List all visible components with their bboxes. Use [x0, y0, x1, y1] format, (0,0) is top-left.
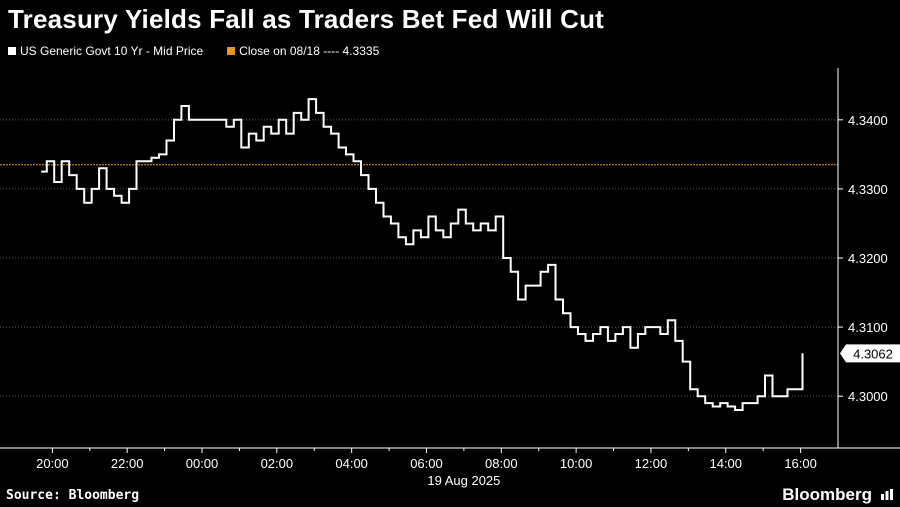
y-tick-label: 4.3200 [848, 251, 888, 266]
legend: US Generic Govt 10 Yr - Mid Price Close … [8, 44, 379, 58]
legend-item-series: US Generic Govt 10 Yr - Mid Price [8, 44, 203, 58]
y-tick-label: 4.3400 [848, 113, 888, 128]
x-tick-label: 10:00 [560, 456, 593, 471]
y-tick-label: 4.3000 [848, 389, 888, 404]
y-tick-label: 4.3100 [848, 320, 888, 335]
x-tick-label: 12:00 [635, 456, 668, 471]
x-tick-label: 20:00 [36, 456, 69, 471]
x-tick-label: 08:00 [485, 456, 518, 471]
source-note: Source: Bloomberg [6, 488, 140, 503]
last-value-label: 4.3062 [853, 346, 893, 361]
y-tick-label: 4.3300 [848, 182, 888, 197]
chart-icon [881, 489, 893, 500]
x-tick-label: 06:00 [410, 456, 443, 471]
x-tick-label: 04:00 [335, 456, 368, 471]
legend-close-swatch [227, 47, 236, 55]
chart-title: Treasury Yields Fall as Traders Bet Fed … [8, 4, 605, 34]
x-tick-label: 22:00 [111, 456, 144, 471]
legend-series-label: US Generic Govt 10 Yr - Mid Price [20, 44, 204, 58]
x-tick-label: 16:00 [784, 456, 817, 471]
x-tick-label: 00:00 [186, 456, 219, 471]
x-tick-label: 14:00 [709, 456, 742, 471]
legend-series-swatch [8, 47, 16, 55]
last-value-tag [840, 344, 900, 363]
legend-close-label: Close on 08/18 ---- 4.3335 [239, 44, 380, 58]
x-tick-label: 02:00 [261, 456, 294, 471]
brand-logo: Bloomberg [782, 485, 872, 504]
x-axis-label: 19 Aug 2025 [427, 473, 500, 488]
series-line [41, 98, 804, 411]
legend-item-close: Close on 08/18 ---- 4.3335 [227, 44, 379, 58]
